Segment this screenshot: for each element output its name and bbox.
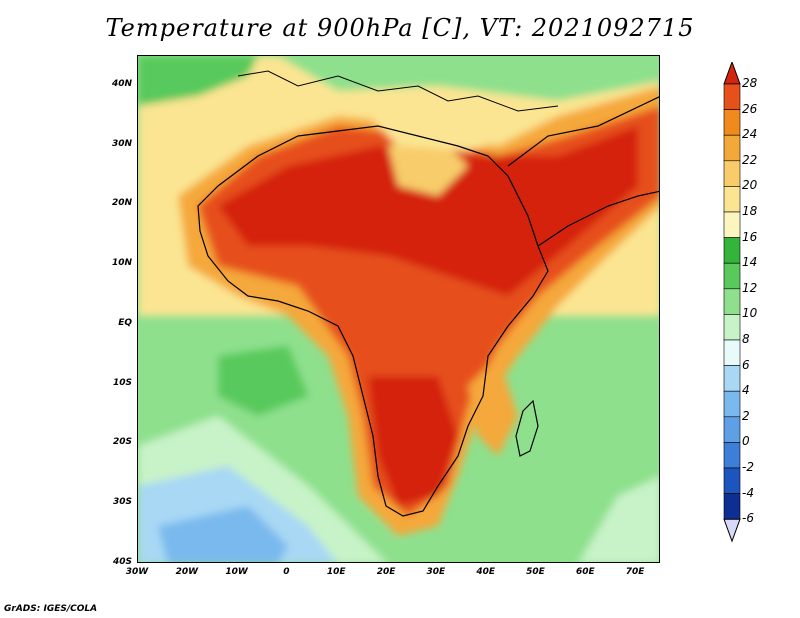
temperature-map [137, 55, 660, 563]
colorbar-swatch [723, 493, 741, 520]
colorbar-swatch [723, 211, 741, 238]
lon-label: 60E [575, 567, 595, 577]
lon-label: 0 [283, 567, 290, 577]
colorbar-swatch [723, 314, 741, 341]
lon-label: 20E [376, 567, 396, 577]
colorbar-level-label: 2 [742, 408, 750, 423]
colorbar-level-label: 6 [742, 357, 750, 372]
colorbar-swatch [723, 442, 741, 469]
colorbar-swatch [723, 186, 741, 213]
europe-coastline [237, 70, 559, 112]
colorbar-swatch [723, 339, 741, 366]
colorbar-level-label: 18 [742, 204, 758, 218]
colorbar-bottom-arrow [723, 518, 741, 543]
colorbar-level-label: 12 [742, 280, 758, 295]
colorbar-swatch [723, 467, 741, 494]
lat-label: 40N [111, 78, 132, 89]
colorbar-level-label: 8 [742, 332, 750, 346]
colorbar [723, 62, 741, 543]
lat-label: EQ [118, 317, 132, 328]
colorbar-swatch [723, 83, 741, 110]
lon-label: 30W [125, 567, 149, 577]
colorbar-swatch [723, 288, 741, 315]
colorbar-swatch [723, 262, 741, 290]
colorbar-level-label: 0 [742, 434, 750, 449]
lat-label: 10N [111, 258, 132, 269]
colorbar-swatch [723, 134, 741, 162]
lon-label: 20W [175, 567, 199, 577]
colorbar-level-label: -2 [742, 460, 754, 474]
colorbar-level-label: 20 [742, 178, 758, 193]
lat-label: 20N [111, 198, 132, 209]
lon-label: 50E [526, 567, 545, 577]
credit-text: GrADS: IGES/COLA [4, 604, 98, 614]
lon-label: 10E [326, 567, 346, 577]
colorbar-swatch [723, 365, 741, 392]
lon-label: 10W [225, 567, 248, 577]
colorbar-level-label: 22 [742, 152, 758, 167]
colorbar-swatch [723, 237, 741, 264]
colorbar-level-label: 26 [742, 101, 758, 116]
arabia-coastline [507, 96, 659, 247]
lat-label: 30N [111, 138, 132, 149]
colorbar-level-label: -4 [742, 485, 754, 500]
africa-coastline [197, 125, 549, 517]
colorbar-level-label: 28 [742, 76, 758, 90]
colorbar-level-label: 10 [742, 306, 758, 321]
lat-label: 30S [112, 497, 132, 508]
lat-label: 10S [112, 377, 132, 388]
map-title: Temperature at 900hPa [C], VT: 202109271… [105, 14, 695, 42]
lon-label: 70E [625, 567, 645, 577]
colorbar-swatch [723, 109, 741, 136]
map-field [138, 56, 659, 562]
colorbar-swatch [723, 416, 741, 443]
lon-label: 40E [476, 567, 495, 577]
colorbar-level-label: 4 [742, 383, 750, 398]
colorbar-level-label: 14 [742, 255, 758, 270]
colorbar-top-arrow [723, 62, 741, 85]
lon-label: 30E [426, 567, 446, 577]
colorbar-level-label: 24 [742, 127, 758, 142]
colorbar-swatch [723, 160, 741, 187]
madagascar-outline [515, 399, 539, 457]
temperature-shading [138, 56, 659, 562]
colorbar-swatch [723, 390, 741, 418]
lat-label: 40S [112, 557, 132, 567]
colorbar-level-label: 16 [742, 229, 758, 244]
colorbar-level-label: -6 [742, 511, 754, 526]
lat-label: 20S [112, 437, 132, 448]
